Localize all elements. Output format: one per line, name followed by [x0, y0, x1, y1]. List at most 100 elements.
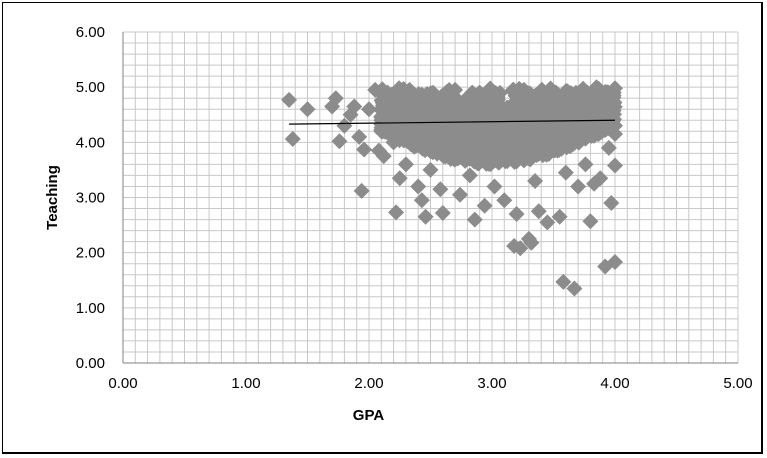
data-point [535, 112, 552, 129]
data-point [346, 98, 363, 115]
data-point [523, 234, 540, 251]
x-tick-label: 1.00 [231, 375, 260, 392]
data-point [414, 116, 431, 133]
data-point [582, 213, 599, 230]
data-point [405, 128, 422, 145]
data-point [458, 126, 475, 143]
data-point [570, 111, 587, 128]
data-point [456, 103, 473, 120]
tick-labels: 0.00 1.00 2.00 3.00 4.00 5.00 0.00 1.00 2.00 3.00… [76, 24, 753, 392]
data-point [481, 126, 498, 143]
data-point [577, 156, 594, 173]
data-point [336, 117, 353, 134]
data-point [515, 81, 532, 98]
data-point [486, 178, 503, 195]
y-tick-label: 0.00 [76, 355, 105, 372]
data-point [452, 186, 469, 203]
data-point [551, 110, 568, 127]
data-point [476, 197, 493, 214]
data-point [573, 87, 590, 104]
x-tick-label: 0.00 [108, 375, 137, 392]
chart-frame [2, 2, 763, 454]
data-point [466, 211, 483, 228]
data-point [391, 170, 408, 187]
data-point [585, 124, 602, 141]
data-point [543, 137, 560, 154]
data-point [433, 107, 450, 124]
data-point [607, 80, 623, 97]
y-tick-label: 5.00 [76, 79, 105, 96]
y-tick-label: 1.00 [76, 300, 105, 317]
data-point [331, 133, 348, 150]
data-point [397, 156, 414, 173]
data-point [539, 214, 556, 231]
data-point [356, 141, 373, 158]
trendline [289, 119, 616, 125]
data-point [551, 208, 568, 225]
data-point [453, 140, 470, 157]
data-point [607, 254, 623, 271]
data-point [533, 81, 550, 98]
x-tick-label: 4.00 [600, 375, 629, 392]
data-point [284, 131, 301, 148]
data-point [595, 104, 612, 121]
data-point [367, 81, 384, 98]
data-point [353, 182, 370, 199]
y-tick-label: 4.00 [76, 134, 105, 151]
data-point [527, 172, 544, 189]
data-points [281, 79, 623, 297]
data-point [383, 109, 400, 126]
y-tick-label: 2.00 [76, 245, 105, 262]
data-point [561, 124, 578, 141]
data-point [604, 95, 621, 112]
data-point [422, 161, 439, 178]
data-point [547, 84, 564, 101]
data-point [504, 104, 521, 121]
data-point [424, 130, 441, 147]
trendline-group [289, 119, 616, 125]
data-point [566, 280, 583, 297]
data-point [508, 206, 525, 223]
data-point [373, 123, 390, 140]
data-point [490, 95, 507, 112]
data-point [603, 195, 620, 212]
data-point [471, 84, 488, 101]
data-point [570, 123, 587, 140]
data-point [589, 81, 606, 98]
data-point [281, 91, 298, 108]
data-point [410, 178, 427, 195]
data-point [517, 133, 534, 150]
data-point [422, 107, 439, 124]
data-point [402, 116, 419, 133]
data-point [594, 117, 611, 134]
data-point [442, 145, 459, 162]
data-point [490, 154, 507, 171]
y-axis-title: Teaching [44, 165, 61, 230]
data-point [506, 120, 523, 137]
data-point [557, 164, 574, 181]
data-point [401, 81, 418, 98]
data-point [600, 139, 617, 156]
data-point [555, 273, 572, 290]
data-point [395, 95, 412, 112]
data-point [434, 204, 451, 221]
data-point [388, 204, 405, 221]
data-point [592, 170, 609, 187]
x-tick-label: 2.00 [354, 375, 383, 392]
data-point [496, 192, 513, 209]
data-point [555, 134, 572, 151]
x-tick-label: 5.00 [723, 375, 752, 392]
data-point [379, 84, 396, 101]
data-point [351, 128, 368, 145]
data-point [432, 181, 449, 198]
data-point [327, 90, 344, 107]
x-axis-title: GPA [353, 407, 385, 424]
x-tick-label: 3.00 [477, 375, 506, 392]
data-point [299, 101, 316, 118]
data-point [461, 167, 478, 184]
data-point [413, 192, 430, 209]
data-point [361, 101, 377, 118]
data-point [417, 208, 434, 225]
data-point [464, 147, 481, 164]
